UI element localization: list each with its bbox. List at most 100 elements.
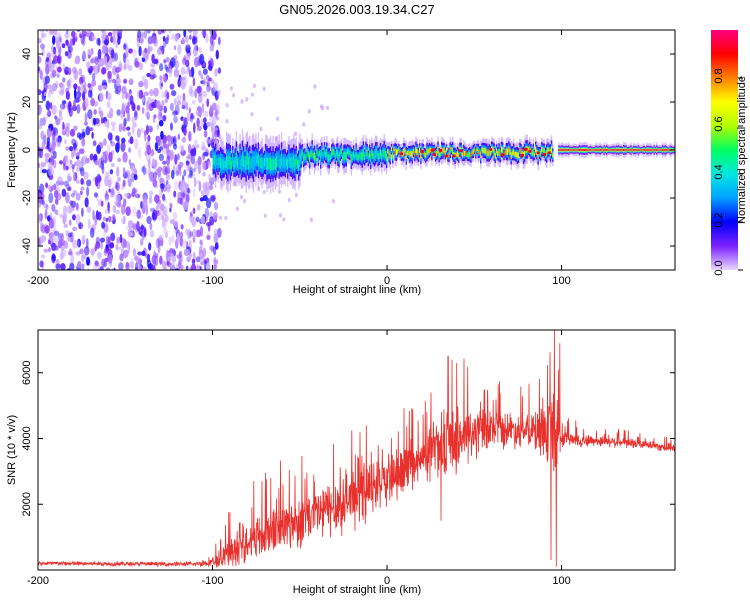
noise-blob <box>146 100 149 111</box>
stray-blob <box>263 213 267 218</box>
signal-cell <box>362 148 365 157</box>
noise-blob <box>159 63 164 72</box>
noise-blob <box>163 59 167 64</box>
signal-cell <box>246 152 249 165</box>
signal-cell <box>280 153 283 167</box>
noise-blob <box>122 125 127 132</box>
noise-blob <box>79 248 84 255</box>
noise-blob <box>151 35 158 44</box>
noise-blob <box>89 227 95 238</box>
signal-cell <box>488 149 491 157</box>
signal-cell <box>598 149 600 151</box>
signal-cell <box>658 149 660 151</box>
noise-blob <box>146 270 149 276</box>
noise-blob <box>169 122 174 131</box>
noise-blob <box>147 264 152 269</box>
noise-blob <box>81 128 86 140</box>
noise-blob <box>76 132 82 139</box>
signal-cell <box>547 147 549 153</box>
spectrogram-ytick-label: 20 <box>21 96 33 108</box>
signal-cell <box>382 150 384 157</box>
noise-blob <box>38 104 42 115</box>
noise-blob <box>99 237 106 243</box>
signal-cell <box>657 149 659 151</box>
signal-cell <box>269 157 272 172</box>
snr-ytick-label: 6000 <box>21 360 33 384</box>
signal-cell <box>245 156 247 170</box>
noise-blob <box>64 155 68 167</box>
signal-cell <box>498 149 500 156</box>
signal-cell <box>367 155 370 162</box>
noise-blob <box>192 252 196 258</box>
noise-blob <box>50 185 57 191</box>
noise-blob <box>148 166 151 176</box>
signal-cell <box>365 148 367 157</box>
noise-blob <box>188 239 192 250</box>
noise-blob <box>116 166 120 178</box>
signal-cell <box>328 154 330 163</box>
signal-cell <box>472 149 475 154</box>
noise-blob <box>208 173 212 181</box>
noise-blob <box>147 36 153 45</box>
noise-blob <box>48 58 53 66</box>
signal-cell <box>258 158 261 168</box>
noise-blob <box>104 55 108 67</box>
noise-blob <box>84 112 88 123</box>
noise-blob <box>57 66 62 73</box>
noise-blob <box>149 127 153 133</box>
signal-cell <box>481 147 483 152</box>
noise-blob <box>153 87 159 97</box>
noise-blob <box>81 207 84 217</box>
signal-cell <box>642 149 644 151</box>
signal-cell <box>513 148 515 156</box>
noise-blob <box>165 173 171 181</box>
noise-blob <box>87 109 93 120</box>
noise-blob <box>59 160 63 165</box>
stray-blob <box>331 198 335 204</box>
noise-blob <box>157 243 161 254</box>
noise-blob <box>195 216 200 223</box>
signal-cell <box>257 153 260 167</box>
stray-blob <box>287 197 291 203</box>
noise-blob <box>84 197 89 208</box>
noise-blob <box>100 200 104 207</box>
noise-blob <box>184 70 190 75</box>
noise-blob <box>209 105 214 114</box>
signal-cell <box>648 149 651 151</box>
noise-blob <box>213 228 218 235</box>
noise-blob <box>116 66 122 72</box>
noise-blob <box>92 264 98 270</box>
stray-blob <box>232 93 236 98</box>
noise-blob <box>40 254 46 259</box>
noise-blob <box>51 82 58 92</box>
noise-blob <box>198 246 202 255</box>
noise-blob <box>46 127 52 138</box>
signal-cell <box>597 149 599 151</box>
noise-blob <box>178 252 183 264</box>
noise-blob <box>85 157 90 164</box>
signal-cell <box>396 149 399 154</box>
noise-blob <box>176 232 180 243</box>
signal-cell <box>515 151 517 158</box>
noise-blob <box>193 43 198 52</box>
noise-blob <box>90 248 95 256</box>
noise-blob <box>53 150 57 159</box>
noise-blob <box>152 265 156 270</box>
noise-blob <box>160 130 164 140</box>
noise-blob <box>159 183 165 189</box>
signal-cell <box>346 148 349 155</box>
noise-blob <box>125 269 127 270</box>
noise-blob <box>189 31 192 40</box>
signal-cell <box>337 150 339 159</box>
signal-cell <box>345 152 348 160</box>
noise-blob <box>113 52 119 62</box>
noise-blob <box>117 176 121 182</box>
noise-blob <box>41 47 45 57</box>
noise-blob <box>81 30 84 33</box>
snr-ylabel: SNR (10 * v/v) <box>6 415 18 485</box>
colorbar-tick-label: 0.8 <box>713 68 725 83</box>
signal-cell <box>618 149 620 151</box>
spectrogram-ytick-label: 0 <box>21 147 33 153</box>
signal-cell <box>652 149 654 151</box>
